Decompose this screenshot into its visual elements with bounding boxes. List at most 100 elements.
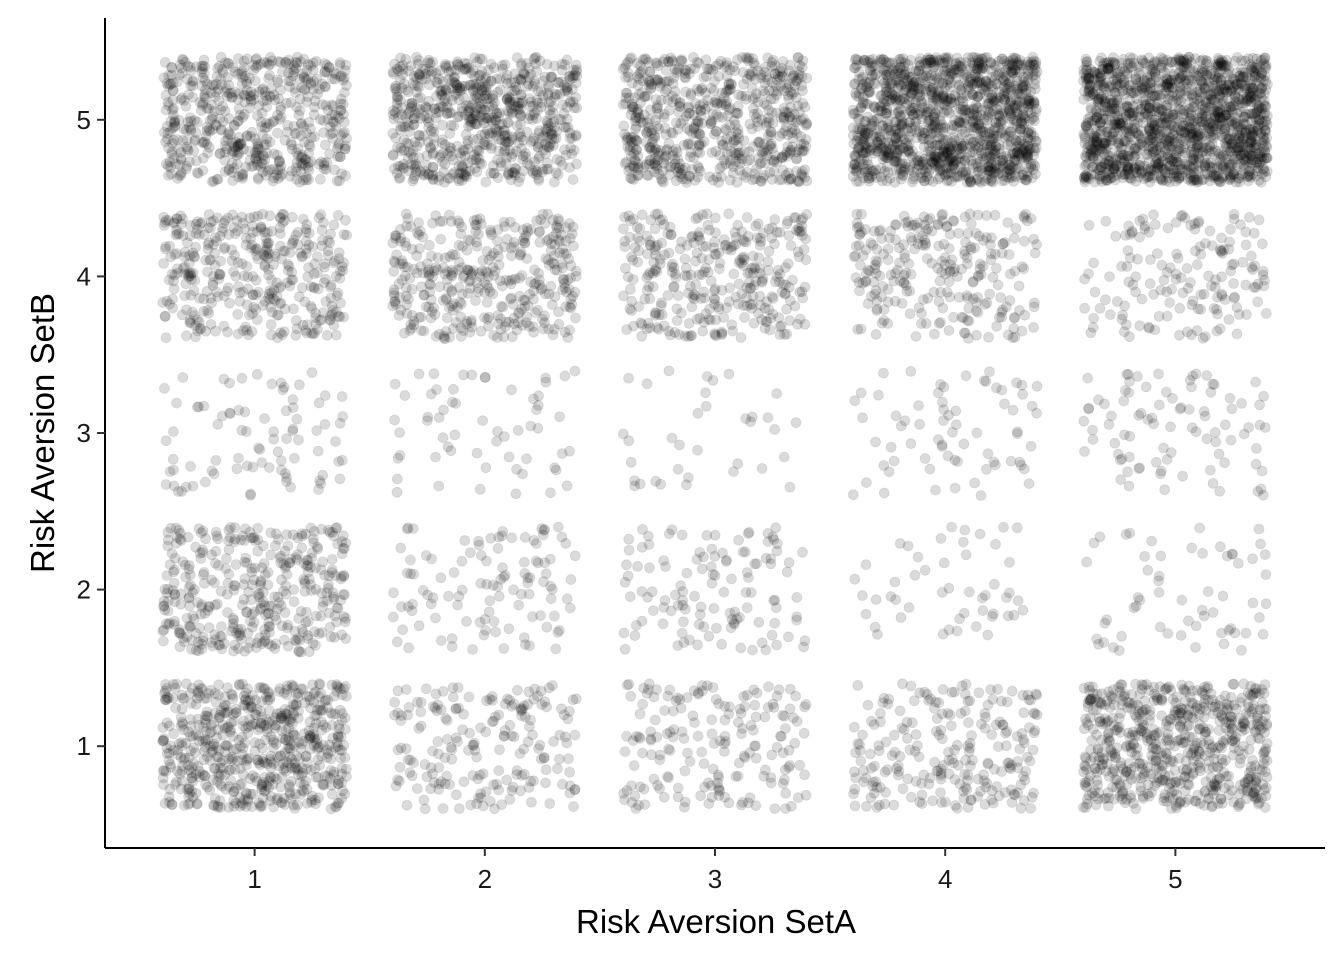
data-point <box>924 114 936 126</box>
data-point <box>1145 129 1156 141</box>
data-point <box>1108 86 1120 97</box>
data-point <box>175 154 187 166</box>
data-point <box>928 54 939 66</box>
data-point <box>233 88 245 100</box>
data-point <box>303 147 315 159</box>
data-point <box>848 62 860 74</box>
data-point <box>158 126 170 138</box>
data-point <box>301 64 313 76</box>
data-point <box>332 150 344 162</box>
data-point <box>1103 62 1115 74</box>
data-point <box>1233 83 1245 95</box>
data-point <box>329 73 341 85</box>
data-point <box>303 164 315 176</box>
data-point <box>970 71 982 83</box>
data-point <box>196 66 208 78</box>
data-point <box>275 160 287 172</box>
data-point <box>1246 150 1258 162</box>
data-point <box>281 126 293 138</box>
data-point <box>167 85 179 97</box>
data-point <box>260 139 272 151</box>
data-point <box>1253 174 1265 186</box>
data-point <box>223 79 235 91</box>
data-point <box>953 106 964 118</box>
data-point <box>337 128 349 140</box>
data-point <box>198 293 210 305</box>
data-point <box>197 72 209 84</box>
data-point <box>248 64 260 76</box>
data-point <box>180 124 192 136</box>
data-point <box>339 65 351 76</box>
data-point <box>750 73 761 85</box>
data-point <box>552 169 564 180</box>
data-point <box>288 66 300 78</box>
data-point <box>232 53 244 64</box>
data-point <box>422 136 434 148</box>
data-point <box>291 57 303 69</box>
data-point <box>796 80 808 92</box>
data-point <box>958 117 970 129</box>
data-point <box>201 78 213 90</box>
data-point <box>546 72 557 83</box>
data-point <box>209 105 220 117</box>
data-point <box>321 329 333 341</box>
data-point <box>956 142 968 154</box>
data-point <box>443 73 455 85</box>
data-point <box>627 101 639 113</box>
data-point <box>223 58 235 70</box>
data-point <box>226 157 238 169</box>
data-point <box>246 161 258 173</box>
data-point <box>245 86 257 98</box>
data-point <box>214 113 226 125</box>
data-point <box>664 169 675 181</box>
data-point <box>271 309 283 321</box>
data-point <box>994 66 1006 78</box>
data-point <box>175 146 187 158</box>
data-point <box>222 128 234 140</box>
data-point <box>1174 54 1186 66</box>
data-point <box>239 96 251 108</box>
data-point <box>289 87 301 98</box>
data-point <box>918 159 929 171</box>
data-point <box>1090 141 1101 153</box>
data-point <box>249 153 261 165</box>
data-point <box>856 167 868 179</box>
data-point <box>493 145 505 157</box>
data-point <box>248 59 260 71</box>
data-point <box>245 91 257 102</box>
data-point <box>294 93 306 105</box>
data-point <box>319 139 331 151</box>
data-point <box>1094 55 1106 67</box>
data-point <box>625 172 636 184</box>
data-point <box>172 172 184 184</box>
data-point <box>232 115 244 127</box>
data-point <box>294 73 306 85</box>
data-point <box>862 128 874 140</box>
data-point <box>241 85 253 97</box>
data-point <box>895 53 906 65</box>
data-point <box>1085 63 1096 75</box>
data-point <box>1244 137 1256 149</box>
data-point <box>423 117 435 128</box>
data-point <box>274 84 286 96</box>
data-point <box>951 170 963 182</box>
data-point <box>169 121 181 133</box>
data-point <box>272 164 284 176</box>
data-point <box>161 121 173 132</box>
data-point <box>162 97 174 108</box>
data-point <box>289 83 301 94</box>
data-point <box>1018 98 1030 110</box>
data-point <box>191 167 203 179</box>
data-point <box>403 138 414 150</box>
data-point <box>301 127 312 139</box>
data-point <box>164 156 176 168</box>
data-point <box>285 75 296 87</box>
data-point <box>909 98 921 109</box>
data-point <box>676 55 688 67</box>
data-point <box>765 126 777 138</box>
data-point <box>290 62 302 74</box>
data-point <box>396 82 408 94</box>
data-point <box>169 117 181 128</box>
data-point <box>749 92 761 104</box>
data-point <box>443 60 455 71</box>
